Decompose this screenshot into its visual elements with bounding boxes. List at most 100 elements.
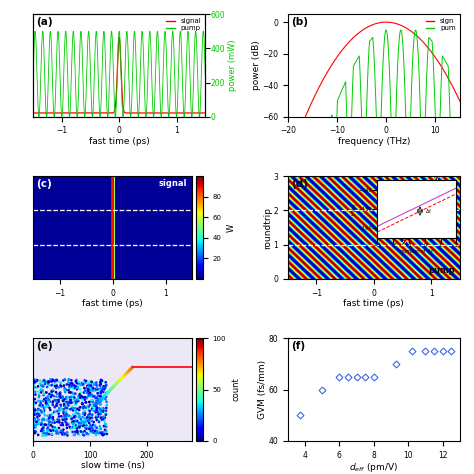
Point [63,419,70,427]
Point [118,374,126,382]
Point [85,386,92,393]
Point [30,422,37,429]
Point [57,428,65,436]
Point [92,398,100,406]
Point [37,402,45,410]
Point [64,399,72,406]
Point [66,399,74,406]
Point [41,378,49,385]
Point [33,377,41,384]
Point [73,423,81,431]
Point [35,393,43,401]
Point [30,424,38,431]
Legend: signal, pump: signal, pump [166,18,202,32]
Point [112,380,120,388]
Point [32,399,40,407]
Point [99,396,106,404]
Point [77,415,84,423]
Point [79,401,86,408]
Point [76,413,84,420]
Point [45,427,53,434]
Point [55,424,63,432]
Point [68,393,75,401]
Point [85,412,92,420]
Point [55,419,63,426]
Point [34,410,41,418]
Point [107,386,115,393]
Point [94,392,102,400]
Point [67,389,74,396]
Point [46,406,54,414]
Point [100,393,107,401]
Point [56,391,64,399]
Point [89,397,96,405]
Point [30,410,38,417]
Point [96,429,104,437]
Point [29,419,37,426]
Point [76,394,84,401]
Point [90,381,98,388]
Point [46,418,54,426]
Point [75,406,83,414]
Point [44,425,51,432]
Point [93,428,101,435]
Point [39,432,46,439]
Point [46,418,53,425]
Point [102,390,110,398]
Point [75,392,83,400]
Point [83,393,91,401]
Point [78,400,86,408]
Point [31,388,39,395]
Point [78,417,85,425]
Point [73,385,81,393]
Point [80,403,88,411]
Point [42,394,50,402]
Point [97,410,104,418]
Point [40,415,48,422]
Point [31,411,39,419]
Point [117,376,124,383]
Point [55,398,62,406]
Point [29,401,37,409]
Point [47,427,55,435]
Point [45,430,53,438]
Point [85,383,92,391]
Point [62,404,70,412]
Point [100,385,108,393]
Point [81,411,89,419]
Point [51,408,58,416]
Point [69,420,77,428]
Point [103,389,111,397]
Point [65,389,73,396]
Point [95,404,103,412]
Text: (d): (d) [291,179,308,189]
Point [101,379,109,386]
Point [68,379,75,387]
Point [80,431,88,439]
Point [51,424,59,431]
Point [83,414,91,422]
Point [86,413,94,420]
Point [55,392,63,400]
Point [93,382,100,389]
Point [96,378,104,386]
Point [31,421,38,428]
Point [73,425,81,432]
Point [63,386,70,393]
Text: (b): (b) [291,17,308,27]
Point [116,377,123,384]
Point [37,407,45,415]
Point [30,383,37,391]
Point [82,377,90,385]
Point [89,384,97,392]
Point [63,393,71,401]
Point [91,392,98,400]
Point [103,398,110,406]
Point [72,390,79,397]
Point [78,399,86,407]
Point [98,395,105,402]
Point [125,367,133,374]
Point [81,384,89,392]
Point [59,421,67,429]
Point [85,419,93,427]
